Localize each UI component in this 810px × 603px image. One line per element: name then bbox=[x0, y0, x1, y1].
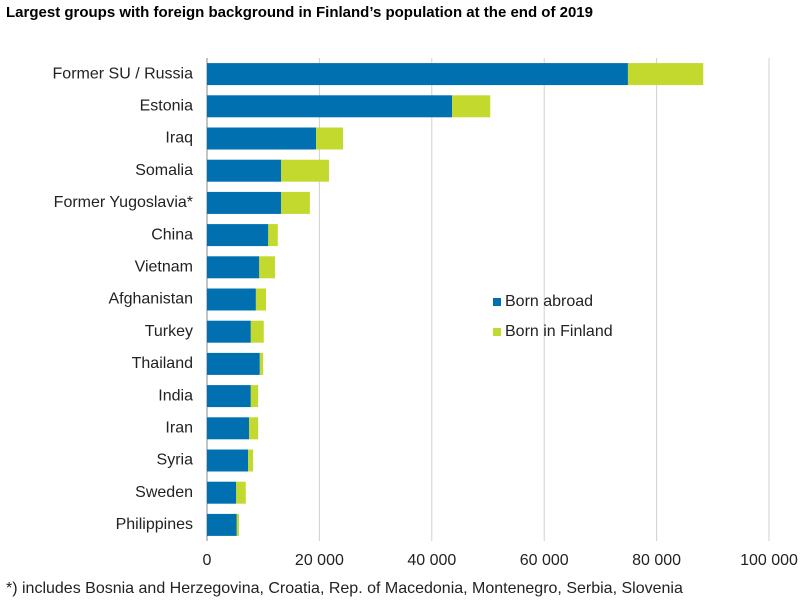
y-tick-label: Former SU / Russia bbox=[53, 65, 194, 82]
y-tick-label: Iraq bbox=[165, 130, 193, 147]
y-tick-label: Former Yugoslavia* bbox=[54, 194, 193, 211]
x-tick-label: 0 bbox=[203, 552, 212, 569]
bar-segment bbox=[207, 256, 260, 279]
legend-label: Born in Finland bbox=[505, 323, 613, 340]
y-tick-label: China bbox=[151, 226, 193, 243]
bar-segment bbox=[250, 320, 264, 343]
bar-segment bbox=[250, 385, 259, 408]
bar-segment bbox=[207, 385, 251, 408]
bar-segment bbox=[207, 449, 249, 472]
bar-segment bbox=[255, 288, 267, 311]
bar-segment bbox=[207, 127, 317, 150]
x-tick-label: 100 000 bbox=[740, 552, 798, 569]
y-tick-label: Sweden bbox=[135, 484, 193, 501]
bar-segment bbox=[207, 191, 282, 214]
x-tick-label: 20 000 bbox=[295, 552, 344, 569]
bar-segment bbox=[259, 256, 276, 279]
bar-segment bbox=[316, 127, 344, 150]
bar-segment bbox=[248, 449, 254, 472]
bar-segment bbox=[207, 159, 282, 182]
legend-swatch bbox=[493, 328, 501, 336]
bar-segment bbox=[207, 224, 269, 247]
bar-segment bbox=[207, 288, 256, 311]
bar-segment bbox=[207, 352, 260, 375]
bar-segment bbox=[207, 320, 251, 343]
bar-segment bbox=[236, 513, 240, 536]
bar-segment bbox=[281, 191, 310, 214]
bar-segment bbox=[207, 417, 250, 440]
legend-label: Born abroad bbox=[505, 293, 593, 310]
y-tick-label: Afghanistan bbox=[108, 291, 193, 308]
bar-segment bbox=[207, 481, 237, 504]
y-tick-label: Syria bbox=[157, 452, 194, 469]
bar-segment bbox=[207, 95, 453, 118]
bar-segment bbox=[281, 159, 329, 182]
y-tick-label: Thailand bbox=[132, 355, 193, 372]
y-tick-label: Iran bbox=[165, 420, 193, 437]
bar-segment bbox=[207, 513, 237, 536]
bar-segment bbox=[249, 417, 259, 440]
bar-segment bbox=[207, 63, 628, 86]
legend-swatch bbox=[493, 298, 501, 306]
bar-segment bbox=[452, 95, 491, 118]
y-tick-label: Estonia bbox=[140, 98, 193, 115]
x-tick-label: 60 000 bbox=[520, 552, 569, 569]
x-tick-label: 40 000 bbox=[407, 552, 456, 569]
chart-title: Largest groups with foreign background i… bbox=[6, 4, 593, 21]
x-tick-label: 80 000 bbox=[632, 552, 681, 569]
footnote: *) includes Bosnia and Herzegovina, Croa… bbox=[6, 580, 683, 597]
y-tick-label: Turkey bbox=[145, 323, 193, 340]
bar-segment bbox=[627, 63, 704, 86]
bar-segment bbox=[268, 224, 278, 247]
y-tick-label: Vietnam bbox=[135, 259, 193, 276]
y-tick-label: India bbox=[158, 387, 193, 404]
y-tick-label: Philippines bbox=[116, 516, 193, 533]
bar-segment bbox=[259, 352, 264, 375]
bar-segment bbox=[236, 481, 246, 504]
y-tick-label: Somalia bbox=[135, 162, 193, 179]
